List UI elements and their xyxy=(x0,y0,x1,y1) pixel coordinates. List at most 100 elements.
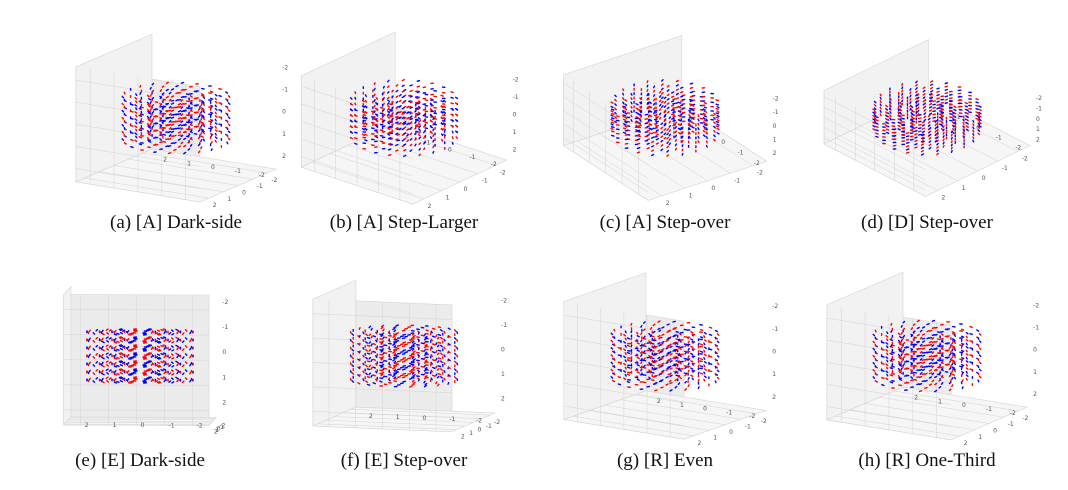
vector-arrow xyxy=(380,348,385,351)
vector-arrow xyxy=(965,112,969,115)
vector-arrow xyxy=(677,382,681,386)
vector-arrow xyxy=(716,132,720,135)
vector-arrow xyxy=(116,364,120,368)
vector-arrow xyxy=(209,97,214,100)
vector-arrow xyxy=(914,133,918,136)
vector-arrow xyxy=(349,354,352,358)
vector-arrow xyxy=(953,334,957,337)
vector-arrow xyxy=(972,136,975,140)
vector-arrow xyxy=(439,352,443,356)
caption-f: (f) [E] Step-over xyxy=(340,450,468,471)
vector-arrow xyxy=(927,124,931,128)
vector-arrow xyxy=(412,334,416,338)
vector-arrow xyxy=(156,372,161,376)
vector-arrow xyxy=(657,342,661,345)
vector-arrow xyxy=(716,114,720,118)
vector-arrow xyxy=(622,101,625,105)
vector-arrow xyxy=(119,347,124,351)
vector-arrow xyxy=(139,106,142,110)
y-tick-label: -1 xyxy=(218,424,224,431)
vector-arrow xyxy=(940,121,944,125)
vector-arrow xyxy=(87,331,90,335)
vector-arrow xyxy=(167,144,172,148)
vector-arrow xyxy=(678,123,682,127)
vector-arrow xyxy=(411,348,415,352)
vector-arrow xyxy=(365,341,369,344)
x-tick-label: 1 xyxy=(426,140,430,147)
vector-arrow xyxy=(121,131,125,134)
vector-arrow xyxy=(655,137,660,141)
vector-arrow xyxy=(938,378,942,382)
y-tick-label: -1 xyxy=(482,178,488,185)
vector-arrow xyxy=(181,356,185,360)
vector-arrow xyxy=(126,370,130,373)
vector-arrow xyxy=(398,99,402,103)
vector-arrow xyxy=(187,119,191,123)
vector-arrow xyxy=(401,337,406,340)
vector-arrow xyxy=(965,128,969,132)
vector-arrow xyxy=(920,136,925,140)
vector-arrow xyxy=(630,92,633,96)
x-tick-label: -2 xyxy=(749,413,755,420)
vector-arrow xyxy=(902,349,906,352)
vector-arrow xyxy=(658,116,662,120)
vector-arrow xyxy=(181,332,185,336)
vector-arrow xyxy=(200,128,205,131)
vector-arrow xyxy=(189,101,193,105)
vector-arrow xyxy=(652,94,656,98)
vector-arrow xyxy=(650,342,655,345)
vector-arrow xyxy=(977,125,981,129)
vector-arrow xyxy=(703,364,706,368)
vector-arrow xyxy=(387,125,392,129)
vector-arrow xyxy=(648,354,652,358)
grid-line xyxy=(576,140,662,197)
vector-arrow xyxy=(118,376,123,379)
vector-arrow xyxy=(407,111,412,114)
vector-arrow xyxy=(902,341,906,345)
vector-arrow xyxy=(936,345,941,348)
vector-arrow xyxy=(677,360,681,364)
z-tick-label: -1 xyxy=(773,109,779,116)
vector-arrow xyxy=(663,122,667,126)
vector-arrow xyxy=(965,331,969,335)
vector-arrow xyxy=(401,106,405,110)
vector-arrow xyxy=(156,369,161,373)
vector-arrow xyxy=(180,102,185,106)
vector-arrow xyxy=(395,121,399,124)
vector-arrow xyxy=(636,356,640,360)
vector-arrow xyxy=(121,123,125,127)
vector-arrow xyxy=(451,124,454,128)
vector-arrow xyxy=(417,117,421,120)
vector-arrow xyxy=(456,346,459,350)
vector-arrow xyxy=(395,127,399,130)
vector-arrow xyxy=(921,333,926,336)
vector-arrow xyxy=(654,381,658,385)
vector-arrow xyxy=(630,114,633,118)
vector-arrow xyxy=(944,88,949,91)
vector-arrow xyxy=(180,134,184,138)
vector-arrow xyxy=(875,122,879,125)
vector-arrow xyxy=(379,380,383,383)
vector-arrow xyxy=(439,360,443,364)
vector-arrow xyxy=(197,122,201,125)
vector-arrow xyxy=(626,373,631,376)
vector-arrow xyxy=(951,377,954,381)
vector-arrow xyxy=(453,329,457,332)
vector-arrow xyxy=(180,120,184,124)
z-tick-label: 1 xyxy=(772,371,776,378)
vector-arrow xyxy=(928,351,933,354)
y-tick-label: 1 xyxy=(215,427,219,434)
vector-arrow xyxy=(119,379,124,383)
vector-arrow xyxy=(380,355,385,359)
vector-arrow xyxy=(921,351,926,354)
vector-arrow xyxy=(159,131,163,135)
vector-arrow xyxy=(716,119,720,122)
vector-arrow xyxy=(921,133,926,137)
vector-arrow xyxy=(889,374,894,377)
vector-arrow xyxy=(200,93,205,96)
vector-arrow xyxy=(105,328,109,331)
vector-arrow xyxy=(227,137,231,141)
vector-arrow xyxy=(210,133,213,137)
vector-arrow xyxy=(965,118,969,122)
vector-arrow xyxy=(678,118,682,122)
